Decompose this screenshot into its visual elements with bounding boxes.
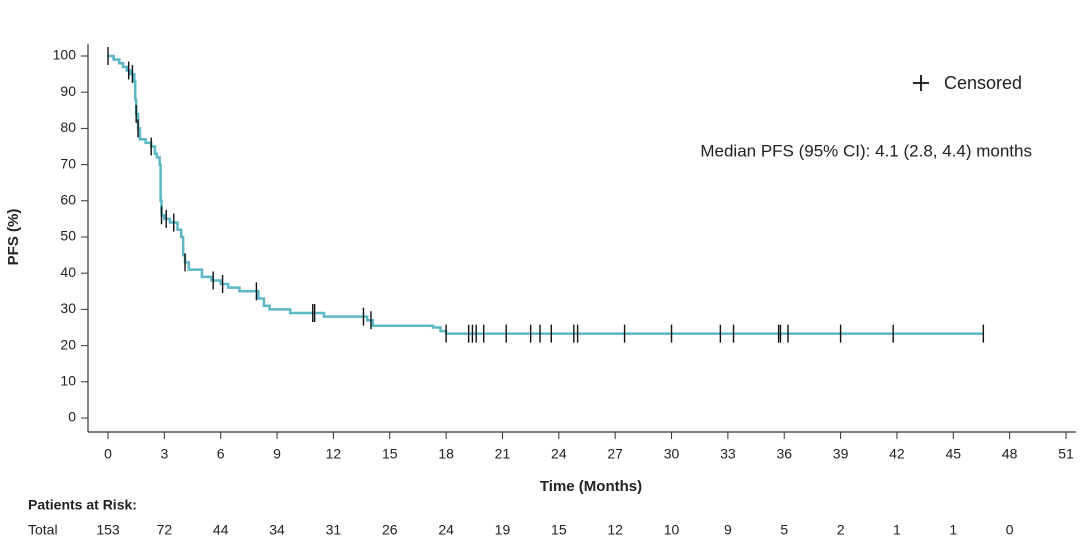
x-tick-label: 12 <box>326 446 342 462</box>
y-tick-label: 40 <box>60 264 76 280</box>
risk-value: 12 <box>607 522 623 538</box>
risk-value: 5 <box>780 522 788 538</box>
risk-value: 19 <box>495 522 511 538</box>
legend-label: Censored <box>944 73 1022 93</box>
x-tick-label: 15 <box>382 446 398 462</box>
risk-value: 44 <box>213 522 229 538</box>
y-tick-label: 50 <box>60 228 76 244</box>
y-tick-label: 70 <box>60 155 76 171</box>
x-tick-label: 39 <box>833 446 849 462</box>
x-tick-label: 6 <box>217 446 225 462</box>
x-tick-label: 48 <box>1002 446 1018 462</box>
x-tick-label: 18 <box>438 446 454 462</box>
x-tick-label: 9 <box>273 446 281 462</box>
risk-row-label: Total <box>28 522 58 538</box>
y-tick-label: 0 <box>68 409 76 425</box>
survival-curve <box>108 54 984 335</box>
risk-value: 2 <box>837 522 845 538</box>
y-tick-label: 60 <box>60 192 76 208</box>
annotation: Median PFS (95% CI): 4.1 (2.8, 4.4) mont… <box>700 141 1032 160</box>
x-tick-label: 45 <box>946 446 962 462</box>
risk-title: Patients at Risk: <box>28 497 137 513</box>
risk-value: 31 <box>326 522 342 538</box>
risk-value: 1 <box>949 522 957 538</box>
risk-value: 10 <box>664 522 680 538</box>
risk-value: 24 <box>438 522 454 538</box>
x-tick-label: 0 <box>104 446 112 462</box>
x-tick-label: 21 <box>495 446 511 462</box>
y-tick-label: 80 <box>60 119 76 135</box>
x-tick-label: 24 <box>551 446 567 462</box>
y-tick-label: 100 <box>53 47 77 63</box>
risk-value: 153 <box>96 522 120 538</box>
risk-value: 9 <box>724 522 732 538</box>
x-axis-label: Time (Months) <box>540 478 642 495</box>
y-tick-label: 20 <box>60 336 76 352</box>
risk-value: 0 <box>1006 522 1014 538</box>
y-axis-label: PFS (%) <box>5 209 22 266</box>
risk-value: 34 <box>269 522 285 538</box>
risk-value: 15 <box>551 522 567 538</box>
risk-value: 26 <box>382 522 398 538</box>
x-tick-label: 33 <box>720 446 736 462</box>
x-tick-label: 30 <box>664 446 680 462</box>
y-tick-label: 90 <box>60 83 76 99</box>
x-tick-label: 51 <box>1058 446 1074 462</box>
risk-value: 72 <box>157 522 173 538</box>
risk-value: 1 <box>893 522 901 538</box>
y-tick-label: 10 <box>60 373 76 389</box>
x-tick-label: 42 <box>889 446 905 462</box>
x-tick-label: 3 <box>160 446 168 462</box>
x-tick-label: 36 <box>776 446 792 462</box>
x-tick-label: 27 <box>607 446 623 462</box>
y-tick-label: 30 <box>60 300 76 316</box>
